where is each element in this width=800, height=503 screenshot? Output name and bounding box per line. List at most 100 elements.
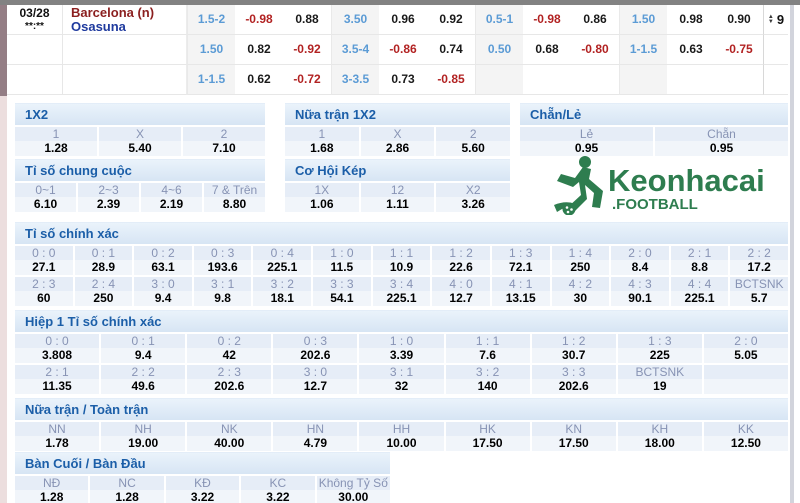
handicap-line-cell[interactable]: 1.50 (187, 35, 235, 65)
match-odds-cell[interactable]: -0.92 (283, 35, 331, 65)
match-odds-cell[interactable]: -0.86 (379, 35, 427, 65)
odds-cell[interactable]: 3 : 4 225.1 (372, 277, 431, 306)
odds-cell[interactable]: NH 19.00 (101, 422, 186, 451)
match-odds-cell[interactable]: 0.86 (571, 5, 619, 35)
home-team[interactable]: Barcelona (n) (71, 5, 155, 20)
odds-cell[interactable]: 4 : 2 30 (551, 277, 610, 306)
odds-cell[interactable]: 1 1.28 (15, 127, 97, 156)
odds-cell[interactable]: BCTSNK 5.7 (730, 277, 788, 306)
more-odds-button[interactable]: ▲ ▼ 9 (763, 5, 788, 35)
odds-cell[interactable]: 2 : 1 8.8 (670, 246, 729, 275)
odds-cell[interactable]: 2 : 3 60 (15, 277, 73, 306)
handicap-line-cell[interactable]: 1.5-2 (187, 5, 235, 35)
odds-cell[interactable]: 1 : 0 11.5 (313, 246, 371, 275)
odds-cell[interactable]: X2 3.26 (436, 183, 510, 212)
odds-cell[interactable]: 0 : 2 42 (187, 334, 272, 363)
odds-cell[interactable]: 4 : 3 90.1 (611, 277, 669, 306)
odds-cell[interactable]: 0 : 0 3.808 (15, 334, 100, 363)
match-odds-cell[interactable]: 0.63 (667, 35, 715, 65)
odds-cell[interactable]: 1 : 3 225 (617, 334, 702, 363)
odds-cell[interactable]: 1X 1.06 (285, 183, 359, 212)
odds-cell[interactable]: Chẵn 0.95 (655, 127, 788, 156)
odds-cell[interactable]: 4 : 0 12.7 (432, 277, 490, 306)
odds-cell[interactable]: 1 : 2 30.7 (531, 334, 616, 363)
odds-cell[interactable]: 2 : 0 8.4 (611, 246, 669, 275)
odds-cell[interactable]: 0~1 6.10 (15, 183, 76, 212)
odds-cell[interactable]: BCTSNK 19 (617, 365, 702, 394)
away-team[interactable]: Osasuna (71, 19, 126, 34)
odds-cell[interactable]: 4~6 2.19 (141, 183, 202, 212)
odds-cell[interactable]: Không Tỷ Số 30.00 (316, 476, 390, 503)
odds-cell[interactable]: 0 : 4 225.1 (253, 246, 312, 275)
odds-cell[interactable]: 3 : 1 32 (359, 365, 444, 394)
match-odds-cell[interactable]: -0.98 (523, 5, 571, 35)
handicap-line-cell[interactable]: 3.50 (331, 5, 379, 35)
odds-cell[interactable]: 0 : 1 28.9 (74, 246, 133, 275)
odds-cell[interactable]: 3 : 0 12.7 (273, 365, 358, 394)
odds-cell[interactable]: X 5.40 (99, 127, 181, 156)
handicap-line-cell[interactable]: 1-1.5 (187, 65, 235, 95)
odds-cell[interactable]: HH 10.00 (359, 422, 444, 451)
match-odds-cell[interactable]: -0.85 (427, 65, 475, 95)
handicap-line-cell[interactable]: 3-3.5 (331, 65, 379, 95)
handicap-line-cell[interactable]: 1-1.5 (619, 35, 667, 65)
odds-cell[interactable]: KH 18.00 (617, 422, 702, 451)
match-odds-cell[interactable]: 0.96 (379, 5, 427, 35)
odds-cell[interactable]: 2 : 0 5.05 (703, 334, 788, 363)
odds-cell[interactable]: KĐ 3.22 (165, 476, 240, 503)
odds-cell[interactable]: NC 1.28 (90, 476, 164, 503)
match-odds-cell[interactable]: -0.75 (715, 35, 763, 65)
odds-cell[interactable]: 12 1.11 (360, 183, 435, 212)
odds-cell[interactable]: 1 : 4 250 (551, 246, 610, 275)
odds-cell[interactable]: HK 17.50 (445, 422, 530, 451)
odds-cell[interactable]: 2 : 4 250 (74, 277, 133, 306)
match-odds-cell[interactable]: 0.98 (667, 5, 715, 35)
odds-cell[interactable]: 1 1.68 (285, 127, 359, 156)
match-odds-cell[interactable]: 0.68 (523, 35, 571, 65)
odds-cell[interactable]: NĐ 1.28 (15, 476, 89, 503)
odds-cell[interactable]: 3 : 3 202.6 (531, 365, 616, 394)
odds-cell[interactable]: 2 : 1 11.35 (15, 365, 100, 394)
odds-cell[interactable]: 3 : 2 140 (445, 365, 530, 394)
odds-cell[interactable]: 7 & Trên 8.80 (204, 183, 265, 212)
match-odds-cell[interactable]: 0.82 (235, 35, 283, 65)
odds-cell[interactable]: 3 : 3 54.1 (313, 277, 371, 306)
odds-cell[interactable]: 0 : 2 63.1 (134, 246, 192, 275)
match-odds-cell[interactable]: 0.92 (427, 5, 475, 35)
odds-cell[interactable]: Lẻ 0.95 (520, 127, 653, 156)
odds-cell[interactable]: 3 : 0 9.4 (134, 277, 192, 306)
match-teams[interactable]: Barcelona (n) Osasuna (63, 5, 187, 35)
odds-cell[interactable]: 2 7.10 (183, 127, 265, 156)
match-odds-cell[interactable]: -0.80 (571, 35, 619, 65)
odds-cell[interactable]: 0 : 1 9.4 (101, 334, 186, 363)
odds-cell[interactable]: 1 : 0 3.39 (359, 334, 444, 363)
odds-cell[interactable]: KC 3.22 (241, 476, 315, 503)
match-odds-cell[interactable]: 0.74 (427, 35, 475, 65)
odds-cell[interactable]: 0 : 3 193.6 (193, 246, 252, 275)
handicap-line-cell[interactable]: 0.50 (475, 35, 523, 65)
odds-cell[interactable]: 0 : 0 27.1 (15, 246, 73, 275)
odds-cell[interactable]: KK 12.50 (703, 422, 788, 451)
odds-cell[interactable]: HN 4.79 (273, 422, 358, 451)
match-odds-cell[interactable]: -0.72 (283, 65, 331, 95)
odds-cell[interactable]: 2 : 2 49.6 (101, 365, 186, 394)
odds-cell[interactable]: 1 : 1 10.9 (372, 246, 431, 275)
handicap-line-cell[interactable]: 1.50 (619, 5, 667, 35)
odds-cell[interactable]: 4 : 4 225.1 (670, 277, 729, 306)
odds-cell[interactable]: 2 : 2 17.2 (730, 246, 788, 275)
odds-cell[interactable]: 4 : 1 13.15 (491, 277, 550, 306)
odds-cell[interactable]: NN 1.78 (15, 422, 100, 451)
match-odds-cell[interactable]: -0.98 (235, 5, 283, 35)
odds-cell[interactable]: 3 : 2 18.1 (253, 277, 312, 306)
match-odds-cell[interactable]: 0.62 (235, 65, 283, 95)
odds-cell[interactable]: 1 : 3 72.1 (491, 246, 550, 275)
handicap-line-cell[interactable]: 0.5-1 (475, 5, 523, 35)
odds-cell[interactable]: 1 : 1 7.6 (445, 334, 530, 363)
odds-cell[interactable]: 2 5.60 (436, 127, 510, 156)
odds-cell[interactable]: 0 : 3 202.6 (273, 334, 358, 363)
odds-cell[interactable]: NK 40.00 (187, 422, 272, 451)
odds-cell[interactable]: X 2.86 (360, 127, 435, 156)
odds-cell[interactable]: 1 : 2 22.6 (432, 246, 490, 275)
handicap-line-cell[interactable]: 3.5-4 (331, 35, 379, 65)
match-odds-cell[interactable]: 0.90 (715, 5, 763, 35)
